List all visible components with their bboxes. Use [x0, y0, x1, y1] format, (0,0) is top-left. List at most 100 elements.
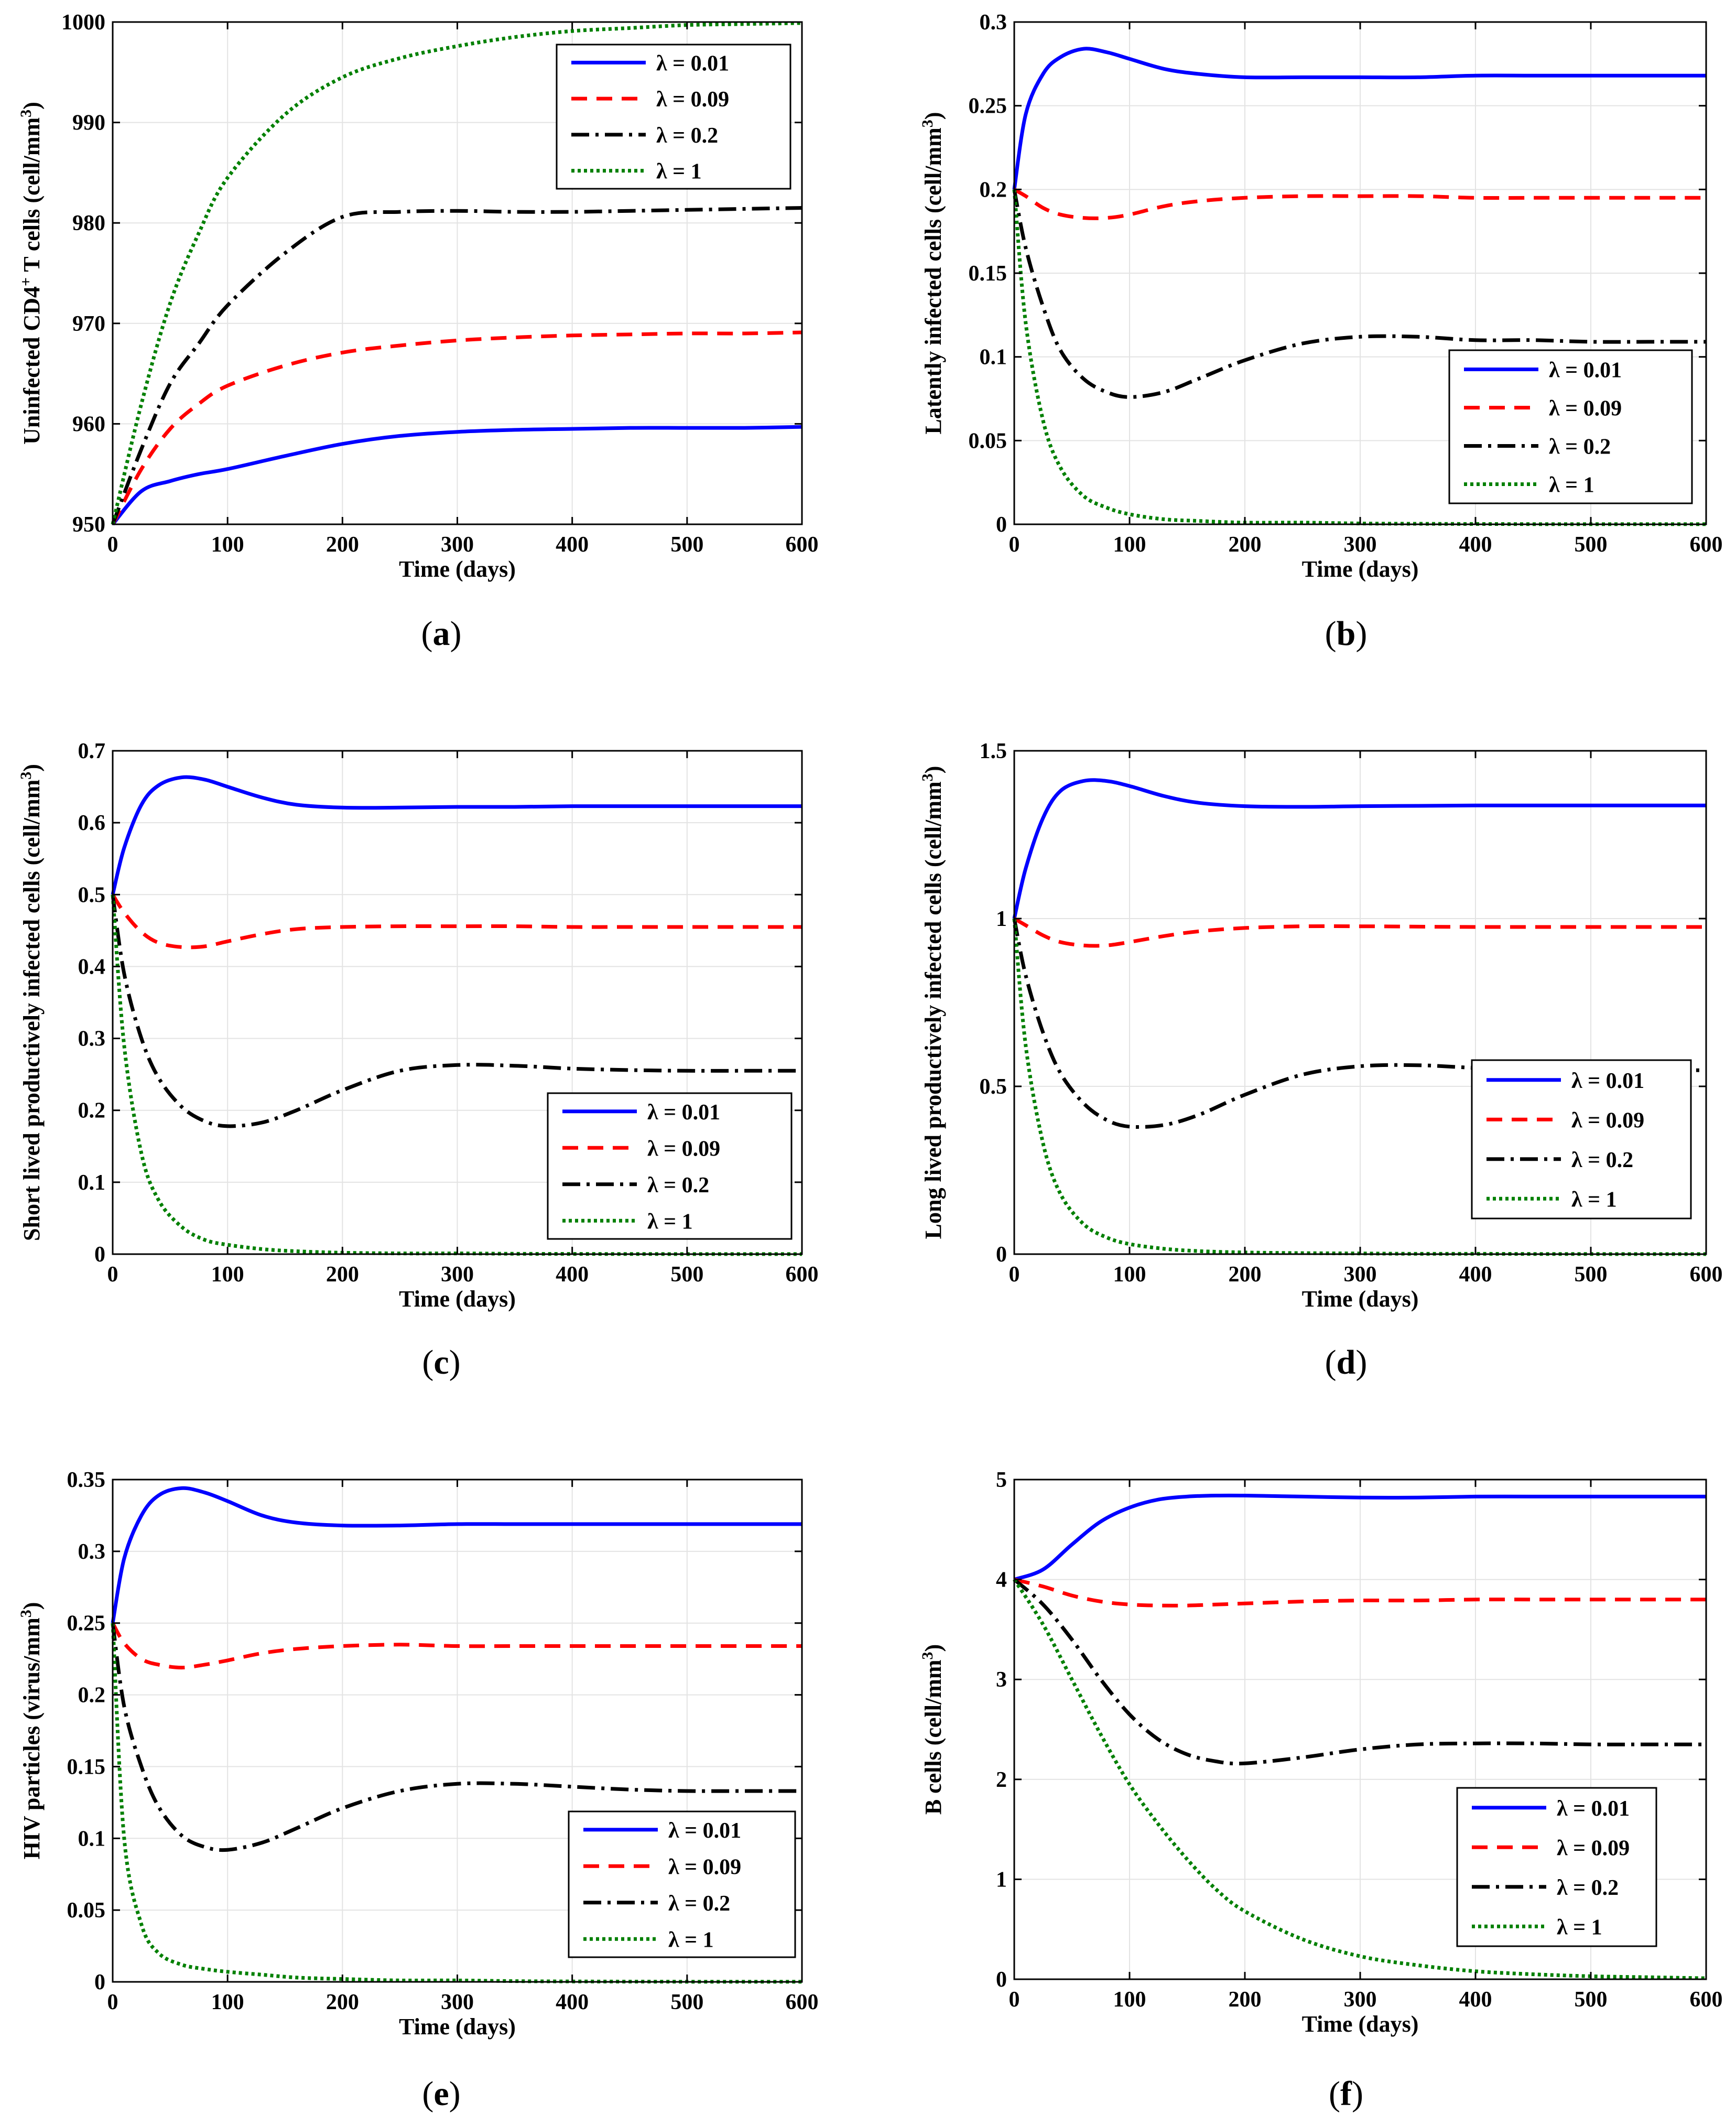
x-tick-label: 600	[786, 533, 819, 557]
y-tick-label: 3	[996, 1668, 1007, 1692]
x-tick-label: 600	[1690, 1263, 1723, 1287]
x-tick-label: 500	[670, 533, 703, 557]
legend-label-2: λ = 0.09	[1571, 1108, 1644, 1132]
panel-d-caption: (d)	[1325, 1343, 1368, 1382]
series-line-2	[111, 893, 802, 950]
x-tick-label: 0	[1009, 533, 1020, 557]
y-tick-label: 0.2	[980, 178, 1007, 202]
y-tick-label: 0.3	[980, 10, 1007, 35]
y-tick-label: 0	[996, 1243, 1007, 1267]
x-tick-label: 200	[1229, 533, 1262, 557]
y-axis-label: Uninfected CD4+ T cells (cell/mm3)	[17, 102, 45, 445]
series-line-3	[111, 894, 802, 1128]
x-tick-label: 200	[326, 1990, 359, 2014]
y-axis-label: Long lived productively infected cells (…	[919, 766, 947, 1239]
x-tick-label: 500	[1575, 1263, 1608, 1287]
legend-label-2: λ = 0.09	[1549, 397, 1622, 421]
legend-box	[568, 1810, 796, 1958]
legend: λ = 0.01 λ = 0.09 λ = 0.2 λ = 1	[556, 44, 791, 190]
panel-f: 0 100 200 300 400 500 600 0 1 2 3 4 5 Time (days) B ce…	[919, 1468, 1723, 2037]
y-axis-label: B cells (cell/mm3)	[919, 1644, 947, 1815]
x-tick-label: 100	[1113, 1988, 1146, 2012]
legend-label-4: λ = 1	[647, 1210, 693, 1234]
x-tick-label: 400	[1459, 1988, 1492, 2012]
series-line-1	[111, 1486, 802, 1624]
y-tick-label: 0.15	[67, 1755, 106, 1779]
x-tick-label: 600	[1690, 1988, 1723, 2012]
y-tick-label: 0.05	[969, 429, 1007, 453]
series-line-1	[1013, 1493, 1706, 1581]
y-tick-label: 1	[996, 1868, 1007, 1892]
x-tick-label: 0	[1009, 1988, 1020, 2012]
y-tick-label: 1.5	[980, 739, 1007, 763]
y-tick-label: 0.35	[67, 1468, 106, 1492]
x-tick-label: 0	[107, 533, 118, 557]
series-line-1	[111, 775, 802, 896]
series-line-4	[1012, 189, 1706, 526]
legend-label-3: λ = 0.2	[668, 1892, 730, 1916]
y-tick-label: 960	[72, 412, 105, 436]
legend-label-2: λ = 0.09	[647, 1137, 720, 1161]
x-axis-label: Time (days)	[399, 556, 516, 582]
series-line-2	[111, 330, 802, 525]
x-tick-label: 300	[1344, 1988, 1377, 2012]
legend-label-2: λ = 0.09	[656, 88, 729, 112]
series-line-4	[1012, 918, 1706, 1256]
panel-d: 0 100 200 300 400 500 600 0 0.5 1 1.5 Time (days) Lo…	[919, 739, 1723, 1312]
legend-label-1: λ = 0.01	[1557, 1797, 1630, 1821]
x-tick-label: 200	[1229, 1988, 1262, 2012]
x-tick-label: 400	[1459, 1263, 1492, 1287]
y-tick-label: 0.25	[67, 1612, 106, 1636]
legend-box	[1448, 349, 1693, 504]
x-tick-label: 100	[211, 1990, 244, 2014]
legend: λ = 0.01 λ = 0.09 λ = 0.2 λ = 1	[568, 1810, 796, 1958]
legend-label-4: λ = 1	[1571, 1188, 1617, 1212]
y-axis-label: HIV particles (virus/mm3)	[17, 1602, 45, 1860]
x-tick-label: 0	[1009, 1263, 1020, 1287]
y-tick-label: 0.1	[980, 346, 1007, 370]
y-tick-label: 0.5	[78, 883, 106, 907]
y-tick-label: 0.7	[78, 739, 106, 763]
legend-box	[1456, 1787, 1657, 1947]
x-tick-label: 600	[786, 1263, 819, 1287]
y-tick-label: 0.5	[980, 1075, 1007, 1099]
x-tick-label: 300	[441, 1990, 474, 2014]
legend-box	[1471, 1059, 1692, 1220]
y-tick-label: 0	[996, 513, 1007, 537]
y-axis-label: Latently infected cells (cell/mm3)	[919, 112, 947, 435]
series-line-1	[1012, 47, 1706, 190]
x-axis-label: Time (days)	[1302, 2011, 1419, 2037]
y-axis-label: Short lived productively infected cells …	[17, 764, 45, 1241]
x-tick-label: 100	[1113, 1263, 1146, 1287]
legend-label-3: λ = 0.2	[1549, 435, 1611, 459]
y-tick-label: 990	[72, 111, 105, 135]
x-tick-label: 500	[1575, 533, 1608, 557]
x-tick-label: 300	[441, 533, 474, 557]
legend-label-3: λ = 0.2	[656, 124, 718, 148]
x-tick-label: 400	[556, 1263, 589, 1287]
legend-label-4: λ = 1	[1557, 1915, 1602, 1939]
legend-label-4: λ = 1	[656, 160, 702, 184]
legend-label-3: λ = 0.2	[1571, 1148, 1633, 1172]
series-line-1	[111, 425, 802, 526]
y-tick-label: 0.15	[969, 262, 1007, 286]
y-tick-label: 0	[94, 1243, 105, 1267]
x-tick-label: 300	[1344, 533, 1377, 557]
x-tick-label: 500	[1575, 1988, 1608, 2012]
legend-box	[547, 1092, 793, 1240]
x-tick-label: 300	[1344, 1263, 1377, 1287]
series-line-3	[1012, 189, 1706, 399]
panel-a-caption: (a)	[421, 614, 462, 653]
x-tick-label: 200	[326, 1263, 359, 1287]
legend-label-4: λ = 1	[1549, 473, 1594, 498]
y-tick-label: 980	[72, 211, 105, 235]
legend-label-2: λ = 0.09	[668, 1855, 741, 1879]
y-tick-label: 0.2	[78, 1684, 106, 1708]
panel-a: 0 100 200 300 400 500 600 950 960 970 980 990 1000 Ti…	[17, 10, 819, 582]
panel-b-caption: (b)	[1325, 614, 1368, 653]
series-line-2	[1013, 916, 1706, 948]
x-tick-label: 100	[1113, 533, 1146, 557]
legend-label-3: λ = 0.2	[647, 1173, 709, 1198]
y-tick-label: 0.25	[969, 94, 1007, 118]
